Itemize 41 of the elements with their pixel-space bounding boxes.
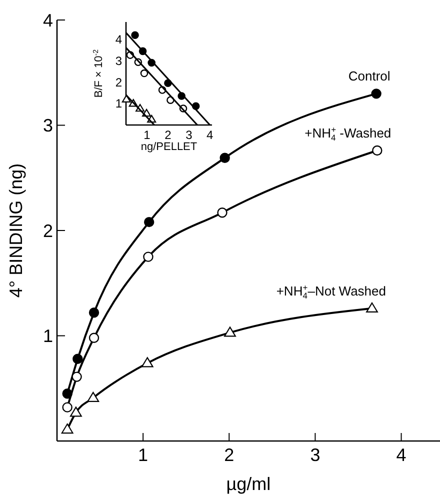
- point: [72, 372, 82, 382]
- point: [371, 88, 382, 99]
- y-tick-label: 1: [42, 326, 53, 346]
- point: [366, 302, 378, 313]
- x-tick-label: 2: [164, 128, 172, 142]
- y-axis-title: 4° BINDING (ng): [6, 163, 26, 298]
- x-tick-label: 1: [144, 128, 151, 142]
- series-label: Control: [348, 68, 390, 84]
- y-tick-label: 2: [115, 75, 122, 90]
- point: [140, 69, 148, 78]
- point: [217, 208, 228, 218]
- x-tick-label: 3: [186, 128, 193, 142]
- series-label: +NH$_{4}$$^{+}$ -Washed: [304, 124, 392, 142]
- series-label: +NH$_{4}$$^{+}$–Not Washed: [276, 282, 386, 300]
- x-axis-title: µg/ml: [226, 474, 271, 494]
- y-tick-label: 4: [115, 32, 122, 46]
- point: [143, 252, 154, 262]
- x-axis-title: ng/PELLET: [140, 141, 198, 153]
- point: [131, 31, 139, 39]
- x-tick-label: 2: [224, 445, 234, 465]
- y-tick-label: 4: [42, 10, 53, 30]
- point: [144, 216, 154, 228]
- x-tick-label: 4: [396, 445, 406, 465]
- point: [122, 94, 131, 102]
- y-tick-label: 2: [42, 220, 53, 241]
- y-tick-label: 1: [115, 96, 122, 111]
- point: [220, 152, 230, 163]
- point: [61, 423, 74, 434]
- point: [70, 406, 82, 417]
- point: [87, 392, 100, 402]
- point: [141, 357, 154, 368]
- point: [62, 402, 72, 412]
- point: [224, 326, 236, 337]
- point: [72, 354, 83, 364]
- point: [88, 307, 100, 318]
- x-tick-label: 1: [138, 445, 148, 465]
- y-tick-label: 3: [115, 54, 122, 68]
- x-tick-label: 4: [206, 128, 214, 142]
- x-tick-label: 3: [310, 445, 320, 465]
- point: [88, 332, 100, 343]
- point: [372, 145, 382, 156]
